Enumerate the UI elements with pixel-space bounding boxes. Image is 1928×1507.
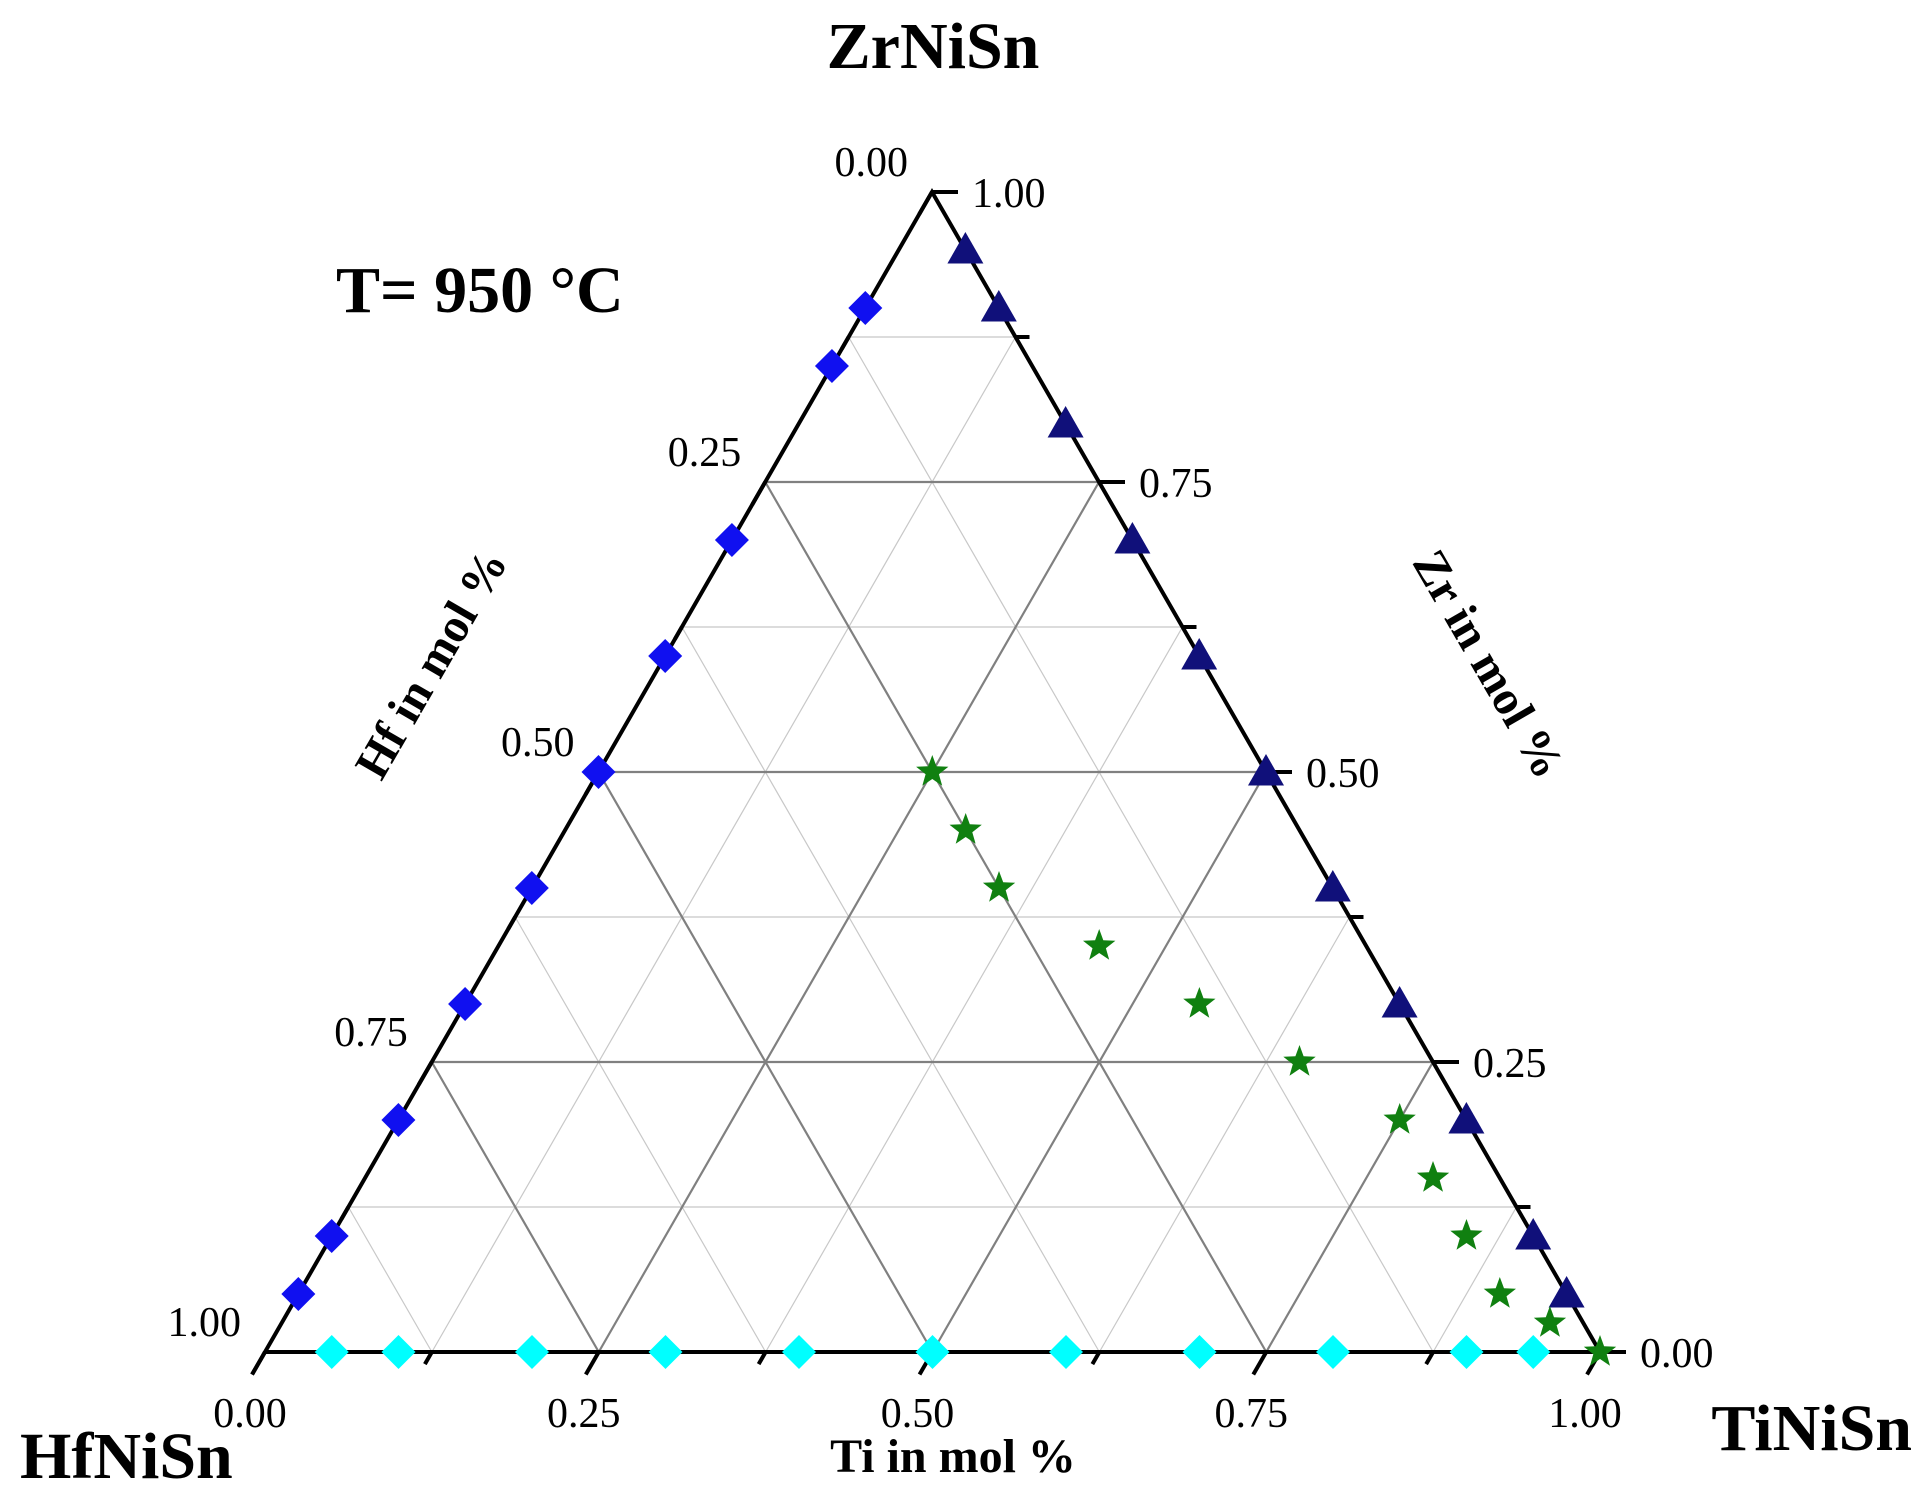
grid-line-minor: [347, 1206, 433, 1353]
data-point-star: [1450, 1219, 1483, 1250]
grid-minor: [347, 336, 1518, 1353]
grid-line-minor: [431, 336, 1017, 1353]
data-point-star: [1483, 1277, 1516, 1308]
data-point-triangle: [1548, 1276, 1585, 1308]
grid-major: [430, 480, 1434, 1353]
tick-label-bottom: 0.50: [881, 1391, 955, 1437]
data-point-triangle: [980, 290, 1017, 322]
tick-left-minor: [506, 916, 517, 931]
data-point-star: [982, 871, 1016, 902]
corner-label-top: ZrNiSn: [827, 10, 1040, 83]
grid-line-minor: [681, 626, 1100, 1353]
tick-label-right: 0.75: [1139, 461, 1213, 507]
data-point-diamond: [515, 1335, 549, 1369]
tick-left-minor: [339, 1206, 351, 1221]
data-point-star: [916, 755, 949, 786]
data-point-diamond: [381, 1103, 416, 1137]
tick-left-minor: [673, 626, 684, 641]
data-point-diamond: [1049, 1335, 1083, 1369]
data-point-diamond: [514, 871, 549, 905]
tick-bottom-minor: [756, 1351, 768, 1366]
data-point-star: [1083, 929, 1116, 960]
tick-label-left: 0.50: [501, 720, 575, 766]
grid-line-minor: [514, 916, 767, 1353]
tick-label-bottom: 0.75: [1215, 1391, 1289, 1437]
tick-label-right: 0.00: [1640, 1331, 1714, 1377]
data-point-star: [949, 813, 982, 844]
data-point-diamond: [581, 755, 616, 789]
tick-bottom-major: [584, 1351, 601, 1376]
data-point-star: [1183, 987, 1216, 1018]
tick-label-right: 0.25: [1473, 1041, 1547, 1087]
grid-line-major: [1265, 1061, 1434, 1353]
data-point-triangle: [1114, 522, 1151, 554]
tick-label-bottom: 0.25: [547, 1391, 621, 1437]
data-point-star: [1416, 1161, 1450, 1192]
data-point-diamond: [814, 349, 849, 383]
tick-bottom-minor: [1090, 1351, 1102, 1366]
data-point-triangle: [1381, 986, 1418, 1018]
data-point-triangle: [947, 232, 984, 264]
data-point-diamond: [848, 291, 883, 325]
data-point-triangle: [1181, 638, 1218, 670]
data-point-diamond: [314, 1335, 349, 1369]
grid-line-major: [764, 481, 1268, 1353]
data-point-diamond: [782, 1335, 816, 1369]
tick-labels: 0.00 0.25 0.50 0.75 1.00 0.00 0.25 0.50 0.75 1.00…: [168, 140, 1714, 1437]
tick-label-left: 0.75: [334, 1010, 408, 1056]
grid-line-minor: [848, 336, 1434, 1353]
data-point-diamond: [381, 1335, 416, 1369]
data-point-star: [1583, 1335, 1617, 1366]
data-point-diamond: [714, 523, 749, 557]
data-point-triangle: [1248, 754, 1284, 786]
axis-ticks: [250, 190, 1626, 1376]
data-point-diamond: [648, 1335, 683, 1369]
data-points: [281, 232, 1617, 1369]
data-point-triangle: [1314, 870, 1351, 902]
grid-line-major: [597, 481, 1100, 1353]
data-point-diamond: [915, 1335, 950, 1369]
data-point-diamond: [448, 987, 483, 1021]
tick-label-right: 1.00: [972, 171, 1046, 217]
tick-left-major: [750, 481, 767, 506]
axis-label-right: Zr in mol %: [1402, 541, 1575, 787]
data-point-diamond: [648, 639, 683, 673]
grid-line-major: [597, 771, 934, 1353]
data-point-triangle: [1515, 1218, 1552, 1250]
tick-bottom-minor: [1424, 1351, 1435, 1366]
grid-line-minor: [1098, 916, 1351, 1353]
data-point-star: [1533, 1306, 1567, 1337]
axis-label-left: Hf in mol %: [345, 541, 518, 788]
tick-label-left: 0.25: [668, 430, 742, 476]
tick-label-right: 0.50: [1306, 751, 1380, 797]
tick-left-minor: [839, 336, 851, 351]
tick-left-major: [417, 1061, 434, 1086]
data-point-star: [1283, 1045, 1316, 1076]
grid-line-minor: [765, 626, 1184, 1353]
grid-line-minor: [1432, 1206, 1518, 1353]
tick-bottom-minor: [423, 1351, 434, 1366]
tick-label-left: 0.00: [835, 140, 909, 186]
data-point-star: [1383, 1103, 1416, 1134]
tick-left-major: [250, 1351, 267, 1376]
tick-label-bottom: 1.00: [1548, 1391, 1622, 1437]
corner-label-bottom-left: HfNiSn: [20, 1420, 233, 1493]
corner-label-bottom-right: TiNiSn: [1711, 1392, 1912, 1465]
data-point-diamond: [1516, 1335, 1551, 1369]
data-point-diamond: [314, 1219, 349, 1253]
chart-title: T= 950 °C: [336, 254, 624, 327]
data-point-diamond: [1449, 1335, 1484, 1369]
axis-label-bottom: Ti in mol %: [830, 1430, 1076, 1483]
data-point-triangle: [1448, 1102, 1485, 1134]
data-point-diamond: [1316, 1335, 1350, 1369]
data-point-triangle: [1047, 406, 1084, 438]
tick-bottom-major: [1251, 1351, 1268, 1376]
grid-line-major: [430, 1061, 600, 1353]
tick-label-left: 1.00: [168, 1300, 242, 1346]
tick-left-major: [917, 191, 934, 216]
data-point-diamond: [1182, 1335, 1217, 1369]
data-point-diamond: [281, 1277, 316, 1311]
tick-label-bottom: 0.00: [213, 1391, 287, 1437]
